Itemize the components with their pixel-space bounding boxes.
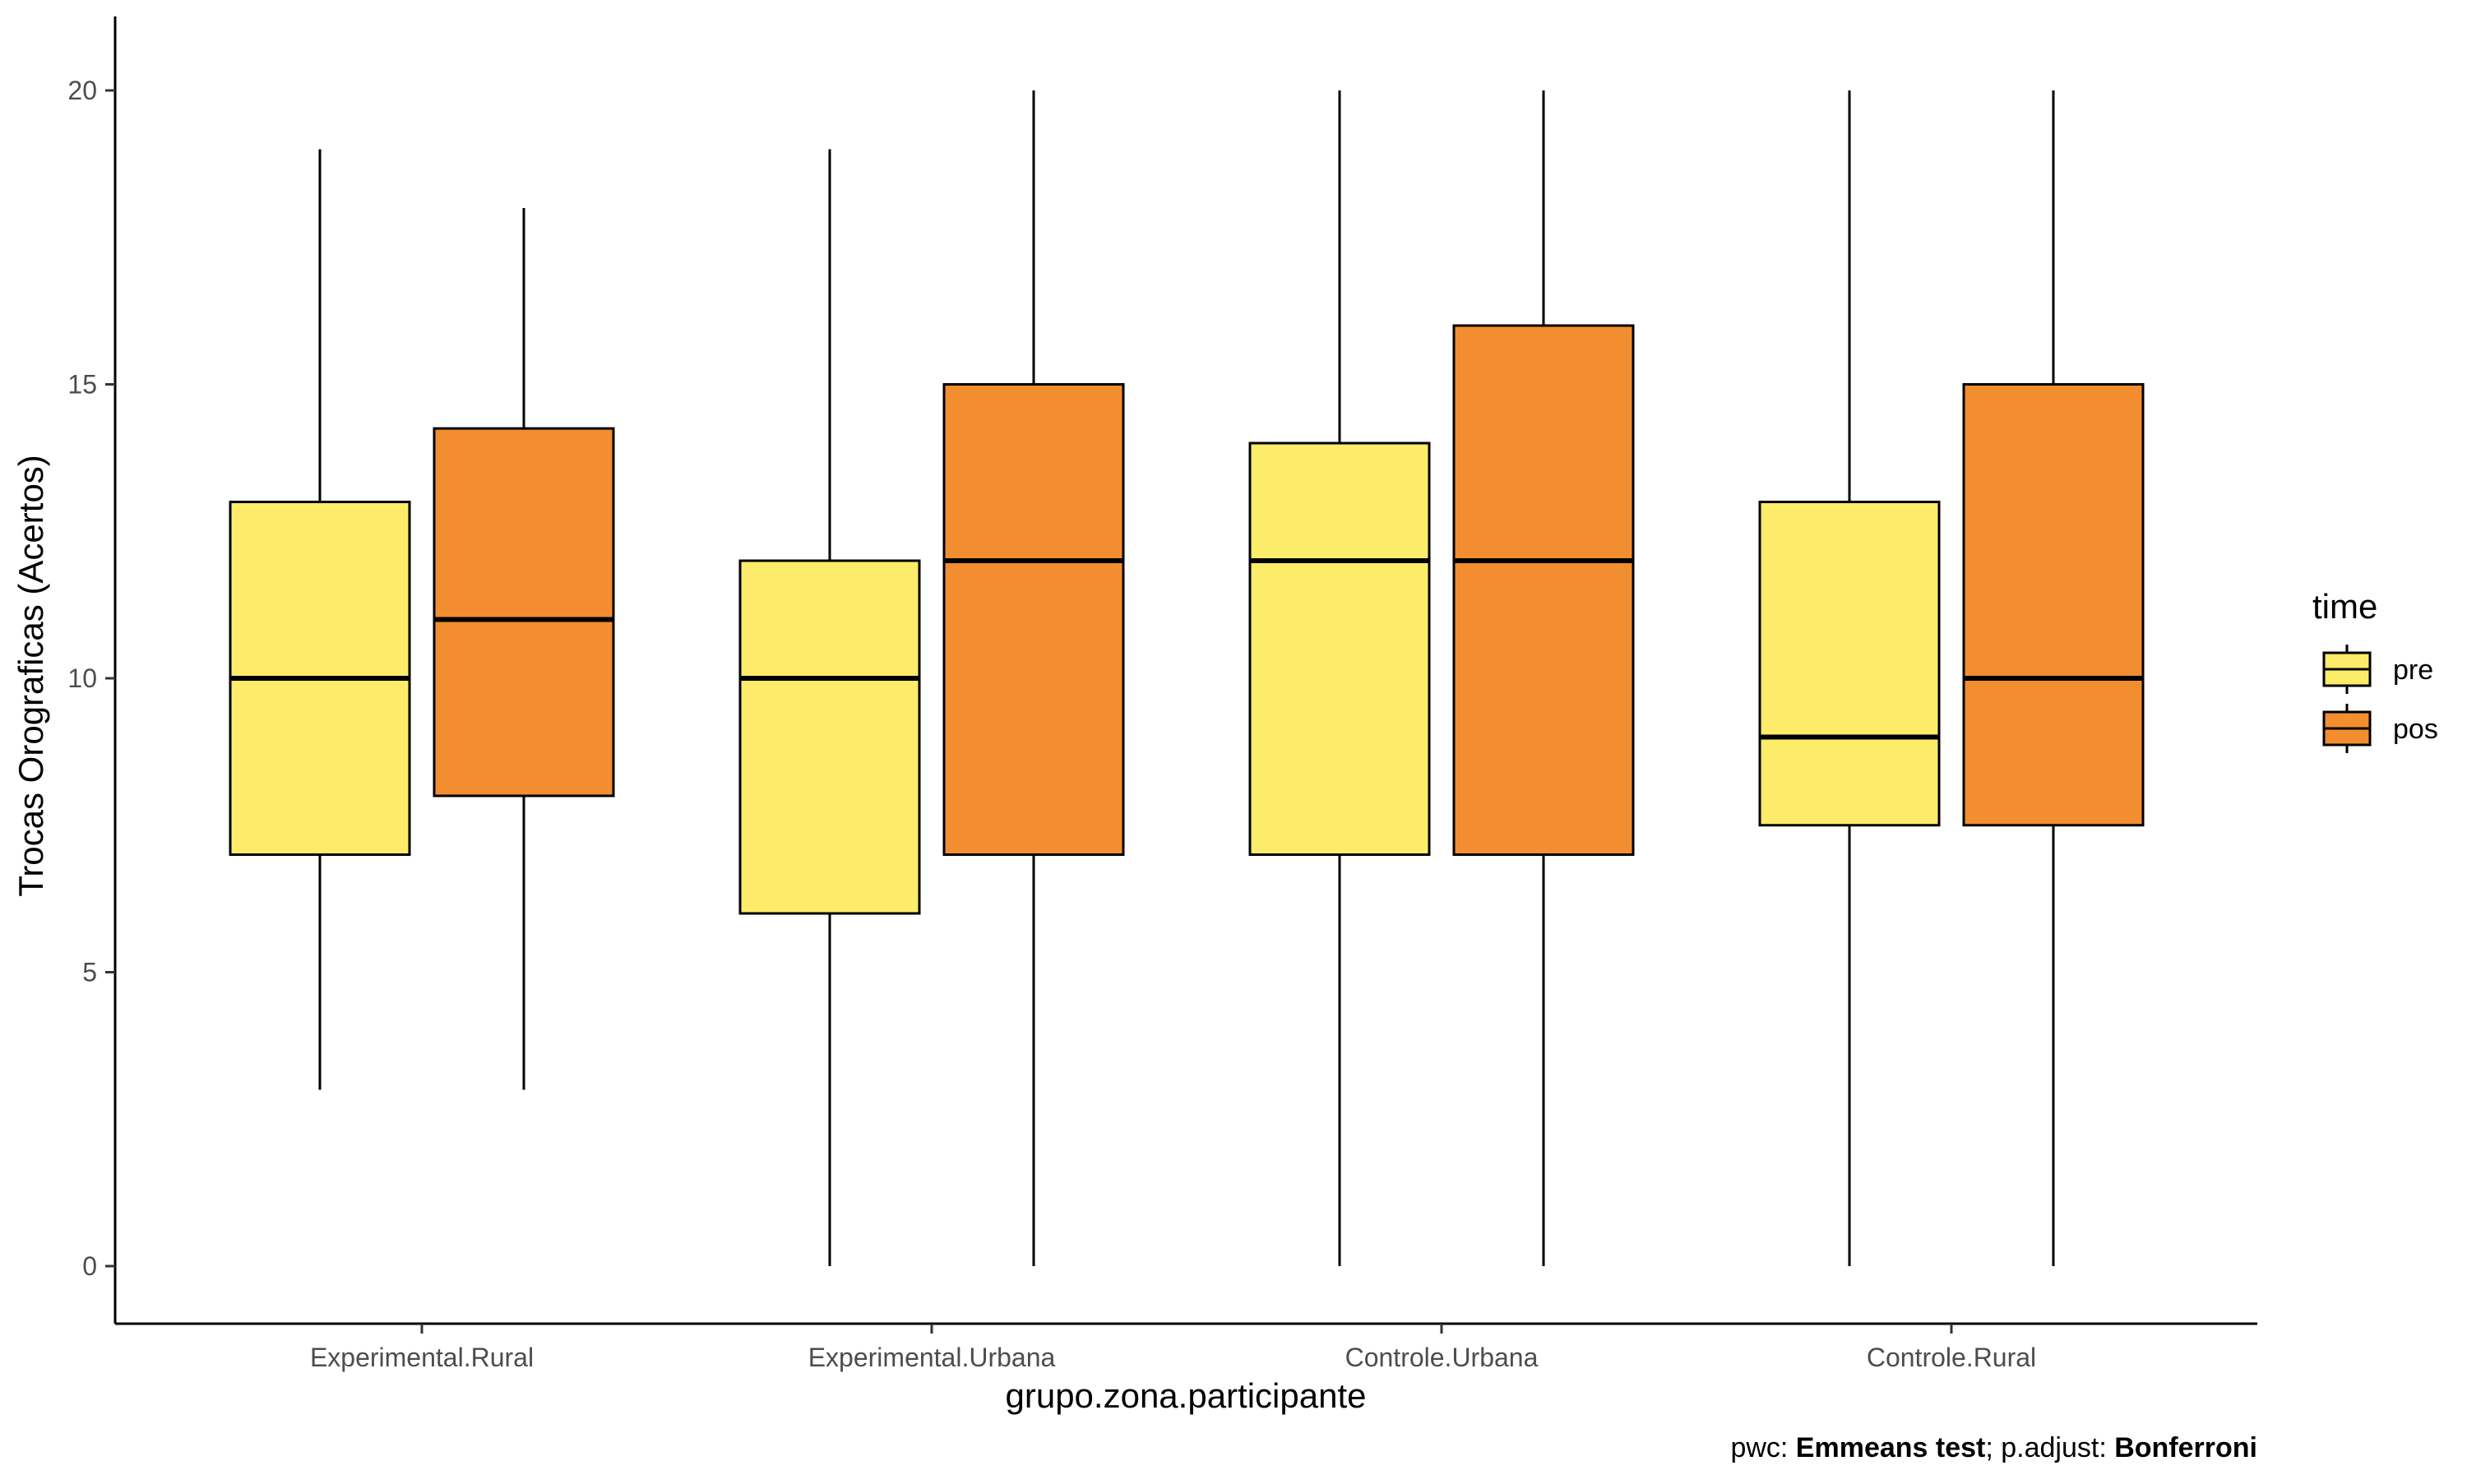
box-iqr <box>738 559 921 915</box>
box-pre-2 <box>1248 90 1431 1266</box>
legend-item-pre: pre <box>2322 645 2433 694</box>
box-pre-0 <box>229 149 411 1090</box>
legend-item-pos: pos <box>2322 704 2438 753</box>
caption: pwc: Emmeans test; p.adjust: Bonferroni <box>1730 1432 2257 1463</box>
box-iqr <box>1452 324 1635 856</box>
box-pos-3 <box>1962 90 2145 1266</box>
legend-title: time <box>2312 587 2377 626</box>
boxes <box>229 90 2145 1266</box>
box-pre-1 <box>738 149 921 1266</box>
caption-test: Emmeans test <box>1796 1432 1986 1463</box>
x-axis-title: grupo.zona.participante <box>1006 1376 1367 1415</box>
axis-labels: Trocas Orograficas (Acertos) grupo.zona.… <box>12 455 1366 1415</box>
caption-prefix: pwc: <box>1730 1432 1795 1463</box>
box-pre-3 <box>1758 90 1941 1266</box>
y-tick-label: 0 <box>82 1251 97 1281</box>
y-tick-label: 10 <box>67 663 97 693</box>
caption-middle: ; p.adjust: <box>1985 1432 2114 1463</box>
caption-adjust: Bonferroni <box>2114 1432 2257 1463</box>
y-tick-label: 15 <box>67 370 97 400</box>
axes: 0 5 10 15 20 Experimental.Rural Experimental.U… <box>67 16 2257 1372</box>
y-axis-title: Trocas Orograficas (Acertos) <box>12 455 50 897</box>
x-tick-label: Controle.Urbana <box>1345 1343 1539 1372</box>
legend-label: pre <box>2393 654 2433 686</box>
legend-label: pos <box>2393 714 2438 745</box>
box-pos-0 <box>433 208 615 1090</box>
x-tick-label: Controle.Rural <box>1867 1343 2036 1372</box>
box-pos-1 <box>942 90 1125 1266</box>
box-iqr <box>433 427 615 797</box>
box-iqr <box>1758 501 1941 827</box>
y-tick-label: 20 <box>67 76 97 105</box>
y-tick-label: 5 <box>82 958 97 987</box>
x-tick-label: Experimental.Rural <box>310 1343 534 1372</box>
legend: time pre pos <box>2312 587 2438 753</box>
box-iqr <box>942 383 1125 856</box>
box-pos-2 <box>1452 90 1635 1266</box>
box-iqr <box>1248 442 1431 856</box>
x-tick-label: Experimental.Urbana <box>808 1343 1056 1372</box>
box-iqr <box>1962 383 2145 827</box>
